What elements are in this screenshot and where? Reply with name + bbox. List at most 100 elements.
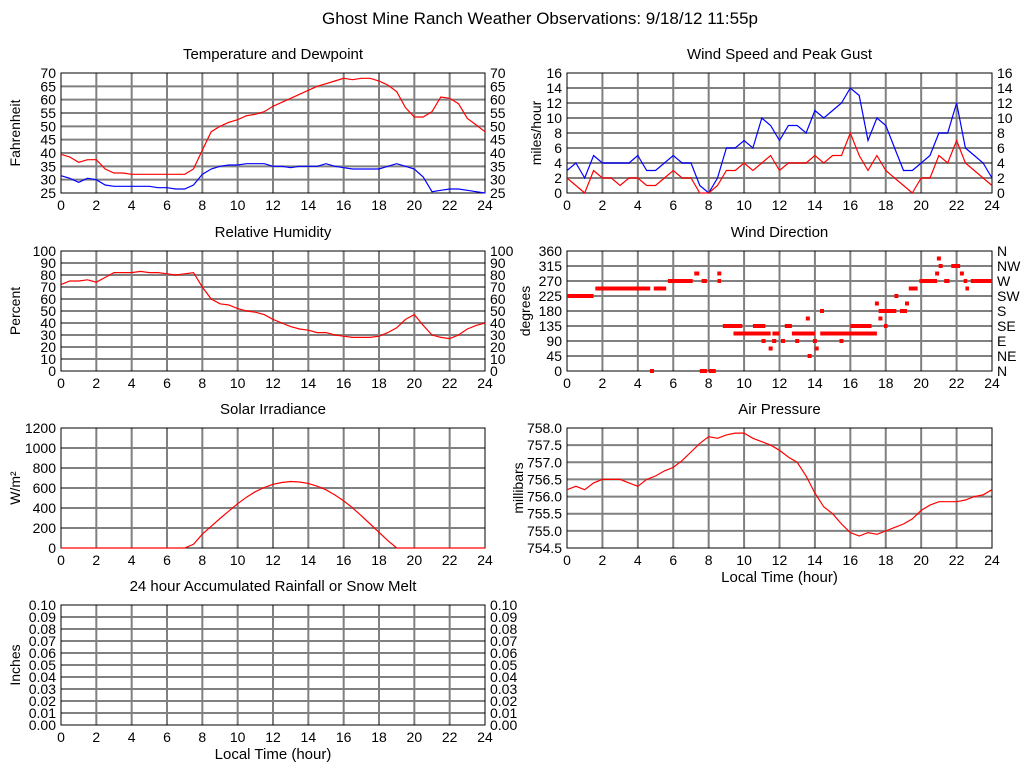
right-y-tick-label: 0.04 xyxy=(490,669,517,685)
x-tick-label: 2 xyxy=(599,197,607,213)
direction-run xyxy=(899,309,907,313)
x-tick-label: 14 xyxy=(301,197,317,213)
y-tick-label: 0.09 xyxy=(29,609,56,625)
y-tick-label: 360 xyxy=(539,243,563,259)
chart-title: Temperature and Dewpoint xyxy=(183,46,364,63)
right-y-tick-label: 4 xyxy=(997,155,1005,171)
x-tick-label: 8 xyxy=(705,197,713,213)
y-tick-label: 35 xyxy=(40,158,56,174)
x-tick-label: 10 xyxy=(736,197,752,213)
x-tick-label: 2 xyxy=(92,552,100,568)
x-tick-label: 4 xyxy=(634,197,642,213)
x-tick-label: 2 xyxy=(599,375,607,391)
direction-run xyxy=(965,286,969,291)
y-tick-label: 755.5 xyxy=(527,506,562,522)
x-tick-label: 14 xyxy=(301,729,317,745)
direction-run xyxy=(701,279,707,283)
y-tick-label: 20 xyxy=(40,339,56,355)
y-tick-label: 0.10 xyxy=(29,597,56,613)
y-tick-label: 30 xyxy=(40,172,56,188)
y-tick-label: 12 xyxy=(546,95,562,111)
y-tick-label: 180 xyxy=(539,303,563,319)
right-y-tick-label: 0.01 xyxy=(490,705,517,721)
right-y-tick-label: 10 xyxy=(490,351,506,367)
x-tick-label: 4 xyxy=(634,552,642,568)
x-tick-label: 24 xyxy=(477,729,493,745)
x-tick-label: 24 xyxy=(477,552,493,568)
direction-point xyxy=(935,271,940,276)
right-y-tick-label: 0 xyxy=(997,185,1005,201)
y-tick-label: 40 xyxy=(40,315,56,331)
x-tick-label: 18 xyxy=(371,375,387,391)
direction-run xyxy=(919,279,938,283)
right-y-tick-label: NE xyxy=(997,348,1016,364)
x-tick-label: 6 xyxy=(163,375,171,391)
y-tick-label: 60 xyxy=(40,291,56,307)
x-tick-label: 16 xyxy=(336,197,352,213)
plot-frame xyxy=(60,72,486,194)
y-tick-label: 315 xyxy=(539,258,563,274)
right-y-tick-label: 25 xyxy=(490,185,506,201)
x-tick-label: 2 xyxy=(599,552,607,568)
x-tick-label: 12 xyxy=(772,375,788,391)
x-tick-label: 0 xyxy=(57,729,65,745)
y-tick-label: 45 xyxy=(546,348,562,364)
direction-point xyxy=(938,264,943,268)
y-tick-label: 16 xyxy=(546,65,562,81)
x-tick-label: 18 xyxy=(878,552,894,568)
x-tick-label: 20 xyxy=(913,197,929,213)
direction-run xyxy=(850,324,872,328)
y-tick-label: 756.0 xyxy=(527,489,562,505)
x-tick-label: 22 xyxy=(949,375,965,391)
x-tick-label: 8 xyxy=(198,375,206,391)
chart-title: Air Pressure xyxy=(738,401,821,418)
right-y-tick-label: 0.08 xyxy=(490,621,517,637)
y-tick-label: 0 xyxy=(554,363,562,379)
x-tick-label: 12 xyxy=(265,375,281,391)
right-y-tick-label: NW xyxy=(997,258,1021,274)
direction-run xyxy=(653,286,667,291)
y-tick-label: 25 xyxy=(40,185,56,201)
y-tick-label: 200 xyxy=(33,520,57,536)
y-tick-label: 6 xyxy=(554,140,562,156)
right-y-tick-label: 65 xyxy=(490,78,506,94)
y-axis-label: millibars xyxy=(510,462,526,513)
right-y-tick-label: S xyxy=(997,303,1006,319)
x-tick-label: 14 xyxy=(301,375,317,391)
direction-run xyxy=(878,309,897,313)
y-tick-label: 0 xyxy=(554,185,562,201)
y-axis-label: Inches xyxy=(7,644,23,685)
direction-run xyxy=(733,331,771,336)
x-tick-label: 10 xyxy=(230,729,246,745)
series-line-0 xyxy=(566,87,993,194)
right-y-tick-label: 16 xyxy=(997,65,1013,81)
y-tick-label: 40 xyxy=(40,145,56,161)
x-tick-label: 4 xyxy=(128,729,136,745)
y-axis-label: Percent xyxy=(7,287,23,335)
y-tick-label: 65 xyxy=(40,78,56,94)
y-tick-label: 757.5 xyxy=(527,437,562,453)
x-tick-label: 24 xyxy=(984,552,1000,568)
y-tick-label: 0.00 xyxy=(29,717,56,733)
direction-run xyxy=(820,331,877,336)
y-axis-label: Fahrenheit xyxy=(7,99,23,166)
direction-point xyxy=(814,346,819,351)
y-tick-label: 70 xyxy=(40,65,56,81)
series-line-0 xyxy=(566,432,993,537)
x-tick-label: 4 xyxy=(634,375,642,391)
right-y-tick-label: 55 xyxy=(490,105,506,121)
right-y-tick-label: 14 xyxy=(997,80,1013,96)
y-tick-label: 755.0 xyxy=(527,523,562,539)
series-line-0 xyxy=(60,77,486,175)
direction-run xyxy=(951,264,961,268)
x-tick-label: 12 xyxy=(772,197,788,213)
x-tick-label: 0 xyxy=(57,375,65,391)
x-tick-label: 24 xyxy=(477,375,493,391)
right-y-tick-label: 0.06 xyxy=(490,645,517,661)
x-tick-label: 18 xyxy=(878,375,894,391)
y-tick-label: 30 xyxy=(40,327,56,343)
direction-run xyxy=(784,324,792,328)
x-tick-label: 22 xyxy=(442,197,458,213)
